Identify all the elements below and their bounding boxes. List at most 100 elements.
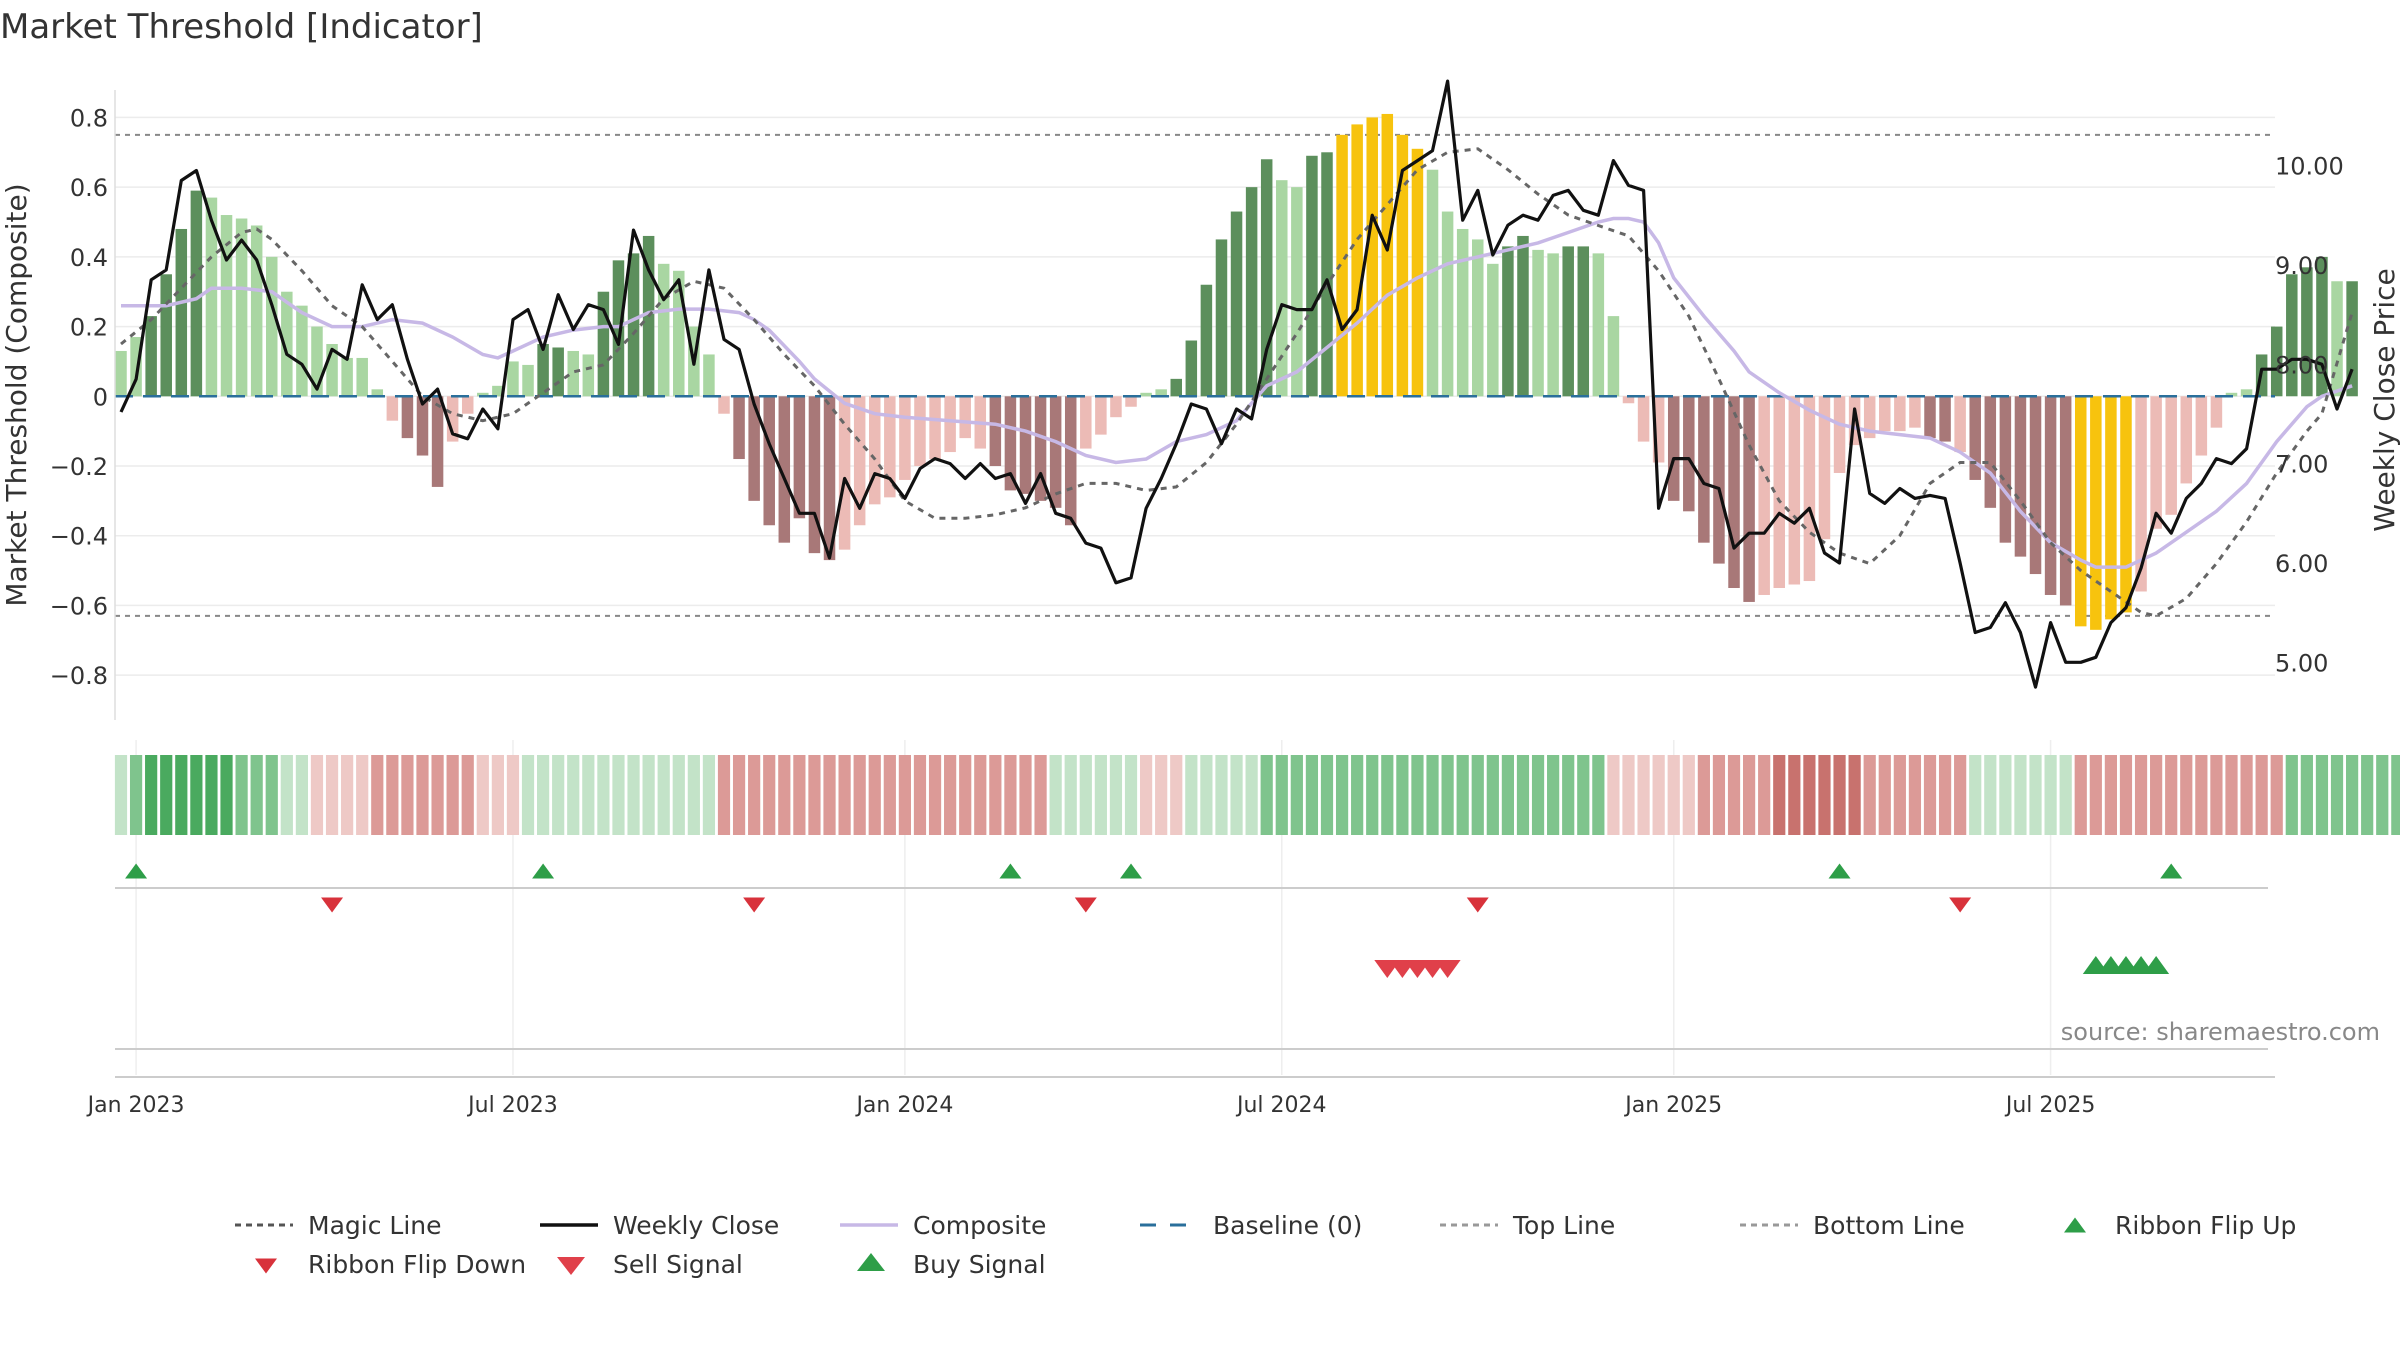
legend-label: Magic Line (308, 1211, 442, 1240)
composite-bar (2240, 389, 2253, 397)
ribbon-cell (506, 755, 520, 835)
ribbon-cell (1335, 755, 1349, 835)
ribbon-cell (1999, 755, 2012, 835)
composite-bar (899, 396, 911, 480)
composite-bar (1064, 396, 1077, 526)
ribbon-cell (476, 755, 489, 835)
composite-bar (341, 357, 353, 397)
composite-bar (1366, 117, 1378, 397)
ribbon-cell (853, 755, 866, 835)
ribbon-cell (1938, 755, 1952, 835)
ribbon-cell (1697, 755, 1710, 835)
ribbon-cell (1682, 755, 1695, 835)
ribbon-cell (461, 755, 474, 835)
composite-bar (1456, 228, 1469, 397)
ribbon-cell (1893, 755, 1906, 835)
composite-bar (2090, 396, 2102, 630)
y-tick-label: −0.2 (50, 453, 108, 481)
ribbon-cell (1923, 755, 1937, 835)
ribbon-cell (1954, 755, 1967, 835)
composite-bar (145, 316, 157, 397)
composite-bar (175, 228, 188, 397)
ribbon-cell (1290, 755, 1303, 835)
composite-bar (763, 396, 775, 526)
ribbon-cell (1079, 755, 1092, 835)
ribbon-flip-down-marker (1074, 897, 1097, 913)
composite-bar (326, 344, 338, 397)
composite-bar (2029, 396, 2042, 575)
sell-signal-marker (1434, 960, 1461, 978)
ribbon-cell (356, 755, 369, 835)
ribbon-cell (1185, 755, 1198, 835)
composite-bar (657, 263, 670, 397)
ribbon-cell (2029, 755, 2042, 835)
ribbon-cell (687, 755, 700, 835)
composite-bar (1487, 263, 1499, 397)
composite-bar (944, 396, 956, 453)
composite-bar (1110, 396, 1122, 418)
legend-label: Buy Signal (913, 1250, 1046, 1279)
ribbon-cell (1456, 755, 1469, 835)
composite-bar (2301, 267, 2313, 397)
composite-bar (1396, 134, 1409, 397)
composite-bar (2150, 396, 2162, 529)
ribbon-cell (1667, 755, 1680, 835)
ribbon-cell (310, 755, 324, 835)
ribbon-cell (175, 755, 188, 835)
ribbon-cell (989, 755, 1002, 835)
composite-bar (1080, 396, 1092, 449)
composite-bar (673, 270, 685, 397)
composite-bar (1969, 396, 1981, 480)
ribbon-cell (1562, 755, 1575, 835)
ribbon-flip-up-marker (125, 863, 148, 879)
ribbon-cell (2376, 755, 2389, 835)
ribbon-cell (446, 755, 459, 835)
x-tick-label: Jan 2025 (1623, 1093, 1722, 1118)
ribbon-cell (2150, 755, 2163, 835)
ribbon-cell (1124, 755, 1138, 835)
series-lines (115, 79, 2354, 689)
ribbon-flip-up-marker (1120, 863, 1143, 879)
ribbon-cell (1727, 755, 1741, 835)
ribbon-cell (1637, 755, 1650, 835)
ribbon-cell (1471, 755, 1484, 835)
composite-bar (627, 253, 640, 397)
composite-bar (1833, 396, 1846, 473)
composite-bar (1321, 152, 1333, 397)
ribbon-cell (1411, 755, 1424, 835)
ribbon-cell (431, 755, 444, 835)
y-tick-label: 0.6 (70, 174, 108, 202)
ribbon-cell (2044, 755, 2057, 835)
composite-bar (507, 361, 519, 397)
composite-bar (296, 305, 308, 397)
composite-bar (1441, 211, 1454, 397)
ribbon-cell (1215, 755, 1228, 835)
ribbon-cell (1155, 755, 1168, 835)
legend-label: Bottom Line (1813, 1211, 1965, 1240)
ribbon-cell (1863, 755, 1876, 835)
legend-item: Bottom Line (1740, 1211, 1965, 1240)
composite-bar (1336, 134, 1348, 397)
ribbon-cell (974, 755, 987, 835)
chart-title: Market Threshold [Indicator] (0, 7, 483, 47)
composite-bar (2316, 256, 2328, 397)
signal-markers (125, 863, 2183, 978)
ribbon-cell (567, 755, 580, 835)
composite-bar (1758, 396, 1770, 595)
legend-item: Ribbon Flip Down (255, 1250, 526, 1279)
legend-item: Sell Signal (557, 1250, 743, 1279)
ribbon-cell (1818, 755, 1831, 835)
composite-bar (1667, 396, 1680, 501)
ribbon-cell (672, 755, 685, 835)
composite-bar (115, 350, 127, 397)
composite-bar (1532, 249, 1544, 397)
composite-bar (371, 389, 384, 397)
composite-bar (1095, 396, 1107, 435)
ribbon-cell (1531, 755, 1545, 835)
ribbon-cell (250, 755, 263, 835)
ribbon-cell (1275, 755, 1288, 835)
y2-tick-label: 5.00 (2275, 649, 2328, 677)
source-note: source: sharemaestro.com (2061, 1018, 2380, 1046)
legend-item: Magic Line (235, 1211, 442, 1240)
ribbon-cell (341, 755, 354, 835)
